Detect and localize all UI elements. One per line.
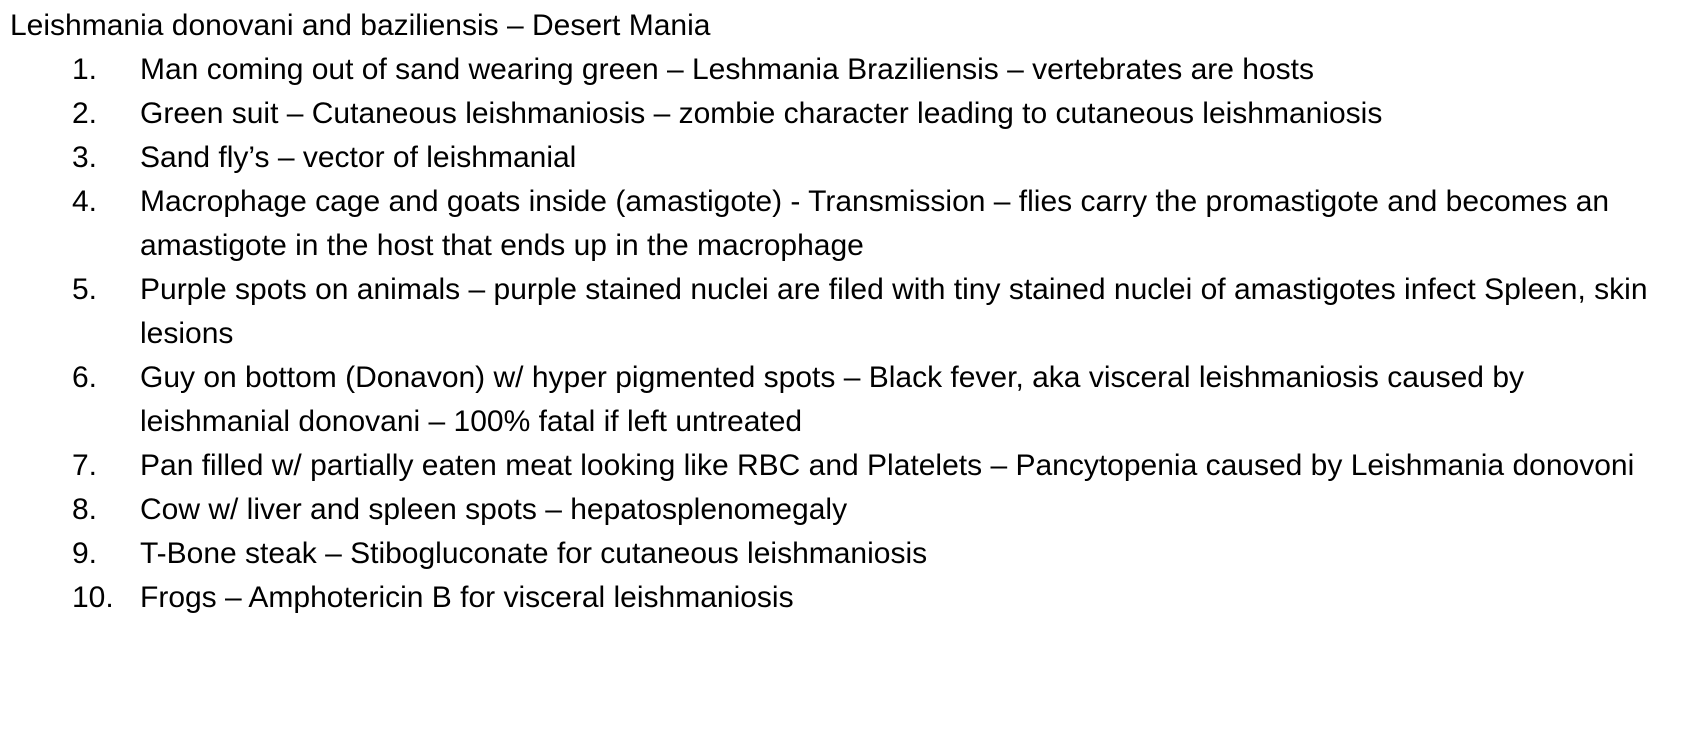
list-item-text: Purple spots on animals – purple stained… [140, 273, 1648, 350]
document: Leishmania donovani and baziliensis – De… [10, 4, 1674, 620]
list-item: 5. Purple spots on animals – purple stai… [10, 268, 1674, 356]
list-item-text: Man coming out of sand wearing green – L… [140, 53, 1314, 86]
list-item: 1. Man coming out of sand wearing green … [10, 48, 1674, 92]
list-item: 4. Macrophage cage and goats inside (ama… [10, 180, 1674, 268]
list-item-number: 6. [72, 361, 98, 394]
list-item-number: 4. [72, 185, 98, 218]
list-item: 10. Frogs – Amphotericin B for visceral … [10, 576, 1674, 620]
list-item-number: 1. [72, 53, 98, 86]
list-item-text: T-Bone steak – Stibogluconate for cutane… [140, 537, 928, 570]
list-item-number: 7. [72, 449, 98, 482]
list-item-number: 10. [72, 581, 114, 614]
list-item-number: 8. [72, 493, 98, 526]
list-item-text: Guy on bottom (Donavon) w/ hyper pigment… [140, 361, 1525, 438]
list-item: 6. Guy on bottom (Donavon) w/ hyper pigm… [10, 356, 1674, 444]
list-item: 9. T-Bone steak – Stibogluconate for cut… [10, 532, 1674, 576]
list-item-number: 5. [72, 273, 98, 306]
list-item: 2. Green suit – Cutaneous leishmaniosis … [10, 92, 1674, 136]
list-item-text: Frogs – Amphotericin B for visceral leis… [140, 581, 794, 614]
list-item-text: Sand fly’s – vector of leishmanial [140, 141, 577, 174]
list-item: 3. Sand fly’s – vector of leishmanial [10, 136, 1674, 180]
list-item-text: Pan filled w/ partially eaten meat looki… [140, 449, 1635, 482]
list-item: 8. Cow w/ liver and spleen spots – hepat… [10, 488, 1674, 532]
list-item-number: 3. [72, 141, 98, 174]
numbered-list: 1. Man coming out of sand wearing green … [10, 48, 1674, 620]
list-item-number: 2. [72, 97, 98, 130]
list-item-text: Cow w/ liver and spleen spots – hepatosp… [140, 493, 848, 526]
document-title: Leishmania donovani and baziliensis – De… [10, 9, 711, 42]
list-item-text: Green suit – Cutaneous leishmaniosis – z… [140, 97, 1383, 130]
list-item: 7. Pan filled w/ partially eaten meat lo… [10, 444, 1674, 488]
list-item-number: 9. [72, 537, 98, 570]
list-item-text: Macrophage cage and goats inside (amasti… [140, 185, 1610, 262]
